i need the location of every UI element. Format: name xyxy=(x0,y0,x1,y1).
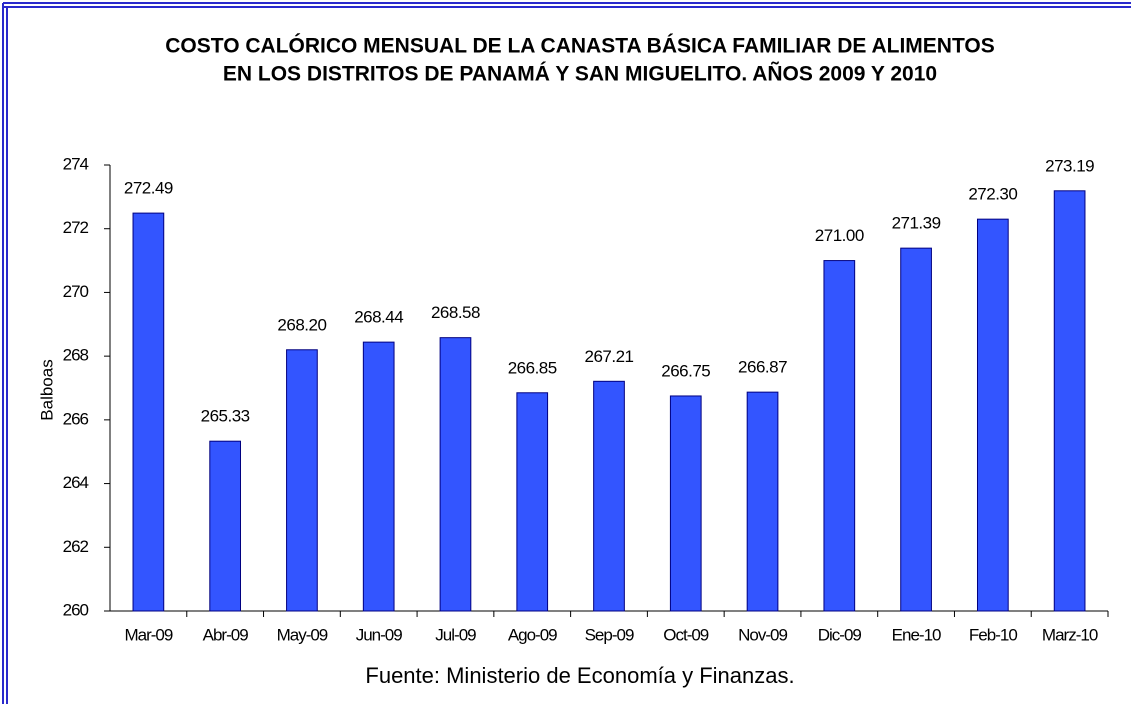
data-label: 273.19 xyxy=(1045,156,1094,175)
data-label: 272.49 xyxy=(124,179,173,198)
x-tick-label: Ago-09 xyxy=(508,625,557,644)
data-label: 266.87 xyxy=(738,358,787,377)
y-tick-label: 272 xyxy=(63,218,89,237)
data-label: 265.33 xyxy=(201,407,250,426)
x-tick-label: May-09 xyxy=(277,625,328,644)
data-label: 266.85 xyxy=(508,358,557,377)
y-axis-label: Balboas xyxy=(37,359,56,420)
data-label: 271.39 xyxy=(892,214,941,233)
bar xyxy=(362,341,395,612)
data-label: 268.20 xyxy=(277,315,326,334)
bar xyxy=(286,349,318,612)
x-tick-label: Jul-09 xyxy=(435,625,476,644)
data-label: 267.21 xyxy=(585,347,634,366)
data-label: 272.30 xyxy=(968,185,1017,204)
y-tick-label: 264 xyxy=(63,473,89,492)
x-tick-label: Abr-09 xyxy=(203,625,249,644)
bar xyxy=(439,337,472,612)
x-tick-label: Feb-10 xyxy=(969,625,1017,644)
chart-title: COSTO CALÓRICO MENSUAL DE LA CANASTA BÁS… xyxy=(165,34,995,58)
bar xyxy=(132,212,165,612)
bar xyxy=(209,440,242,612)
y-tick-label: 266 xyxy=(63,409,89,428)
x-tick-label: Marz-10 xyxy=(1042,625,1098,644)
bar xyxy=(669,395,702,612)
chart-title: EN LOS DISTRITOS DE PANAMÁ Y SAN MIGUELI… xyxy=(223,63,937,86)
y-tick-label: 260 xyxy=(63,600,89,619)
x-tick-label: Dic-09 xyxy=(818,625,862,644)
data-label: 266.75 xyxy=(661,361,710,380)
y-tick-label: 268 xyxy=(63,346,89,365)
y-tick-label: 262 xyxy=(63,537,89,556)
x-tick-label: Ene-10 xyxy=(892,625,941,644)
x-tick-label: Mar-09 xyxy=(124,625,172,644)
bar xyxy=(900,247,932,612)
y-tick-label: 274 xyxy=(63,154,89,173)
bar xyxy=(976,218,1009,612)
bar xyxy=(593,380,625,612)
bar xyxy=(746,391,779,612)
source-note: Fuente: Ministerio de Economía y Finanza… xyxy=(365,663,794,688)
bar xyxy=(1053,190,1086,612)
y-tick-label: 270 xyxy=(63,282,89,301)
x-tick-label: Jun-09 xyxy=(356,625,403,644)
x-tick-label: Oct-09 xyxy=(663,625,709,644)
data-label: 268.44 xyxy=(354,308,403,327)
bar xyxy=(823,260,856,612)
x-tick-label: Sep-09 xyxy=(585,625,634,644)
data-label: 271.00 xyxy=(815,226,864,245)
x-tick-label: Nov-09 xyxy=(738,625,787,644)
bar xyxy=(516,392,549,612)
data-label: 268.58 xyxy=(431,303,480,322)
